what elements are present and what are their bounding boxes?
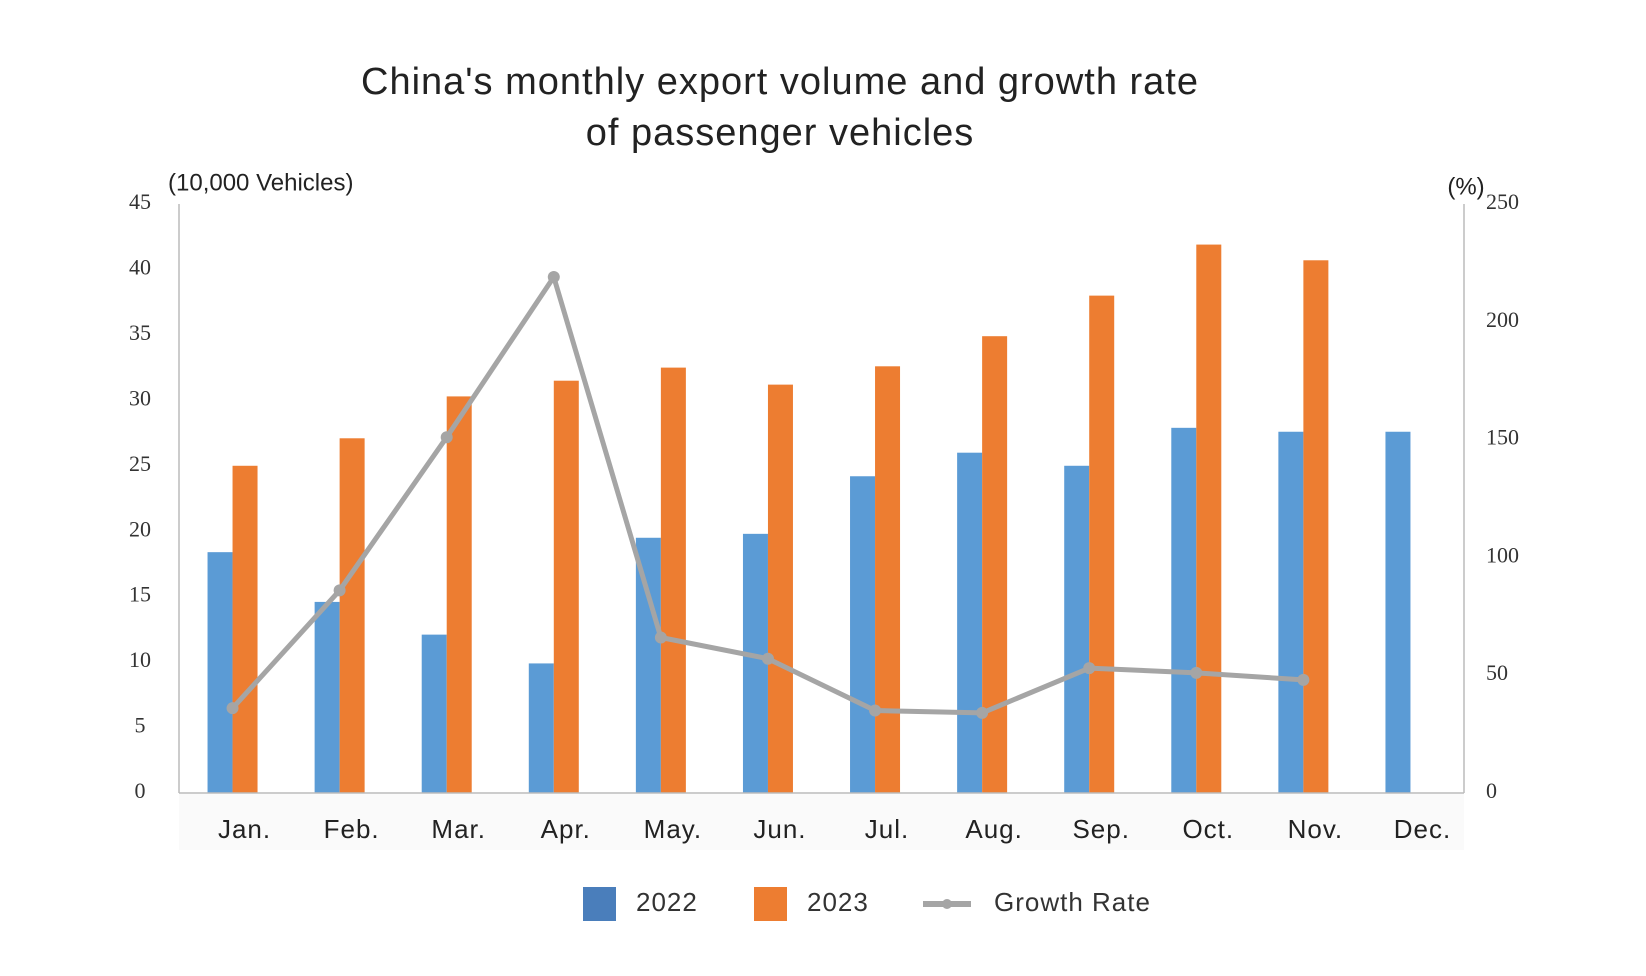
line-marker xyxy=(440,431,453,444)
line-marker xyxy=(1297,673,1310,686)
x-label-band xyxy=(179,794,1464,850)
line-marker xyxy=(333,584,346,597)
chart-title: China's monthly export volume and growth… xyxy=(361,61,1199,103)
legend-label: Growth Rate xyxy=(994,887,1151,917)
bar xyxy=(1385,431,1411,793)
bar xyxy=(875,366,901,793)
y-axis-label: (10,000 Vehicles) xyxy=(168,169,353,196)
y-tick-label: 15 xyxy=(129,582,151,607)
bar xyxy=(1196,244,1222,793)
x-tick-label: Jan. xyxy=(218,814,271,844)
bar xyxy=(314,601,340,793)
bar xyxy=(1171,427,1197,793)
bar xyxy=(446,396,472,793)
bar xyxy=(207,552,233,793)
bar xyxy=(850,476,876,793)
bar xyxy=(1303,260,1329,793)
legend-swatch xyxy=(754,887,787,921)
x-tick-label: May. xyxy=(644,814,702,844)
legend-label: 2023 xyxy=(807,887,869,917)
y-tick-label: 45 xyxy=(129,189,151,214)
x-tick-label: Oct. xyxy=(1182,814,1234,844)
line-marker xyxy=(976,706,989,719)
y-tick-label: 20 xyxy=(129,516,151,541)
line-marker xyxy=(1083,662,1096,675)
bar xyxy=(957,452,983,793)
line-marker xyxy=(654,631,667,644)
bar xyxy=(1064,465,1090,793)
x-tick-label: Jul. xyxy=(865,814,909,844)
bar xyxy=(1278,431,1304,793)
x-tick-label: Jun. xyxy=(753,814,806,844)
bar xyxy=(528,663,554,793)
y-tick-label: 25 xyxy=(129,451,151,476)
y2-tick-label: 250 xyxy=(1486,189,1519,214)
x-tick-label: Aug. xyxy=(965,814,1023,844)
y-tick-label: 5 xyxy=(135,713,146,738)
bar xyxy=(742,533,768,793)
x-tick-label: Mar. xyxy=(431,814,486,844)
x-tick-label: Nov. xyxy=(1288,814,1344,844)
y2-tick-label: 200 xyxy=(1486,307,1519,332)
y-tick-label: 10 xyxy=(129,647,151,672)
legend-marker xyxy=(942,899,952,909)
y2-tick-label: 50 xyxy=(1486,660,1508,685)
y-tick-label: 40 xyxy=(129,254,151,279)
line-marker xyxy=(1190,666,1203,679)
chart-title: of passenger vehicles xyxy=(586,112,975,154)
y2-tick-label: 100 xyxy=(1486,542,1519,567)
y-tick-label: 35 xyxy=(129,320,151,345)
x-tick-label: Dec. xyxy=(1394,814,1451,844)
legend-label: 2022 xyxy=(636,887,698,917)
bar xyxy=(660,367,686,793)
line-marker xyxy=(869,704,882,717)
bar xyxy=(421,634,447,793)
bar xyxy=(767,384,793,793)
bar xyxy=(339,438,365,793)
x-tick-label: Feb. xyxy=(324,814,380,844)
legend-swatch xyxy=(583,887,616,921)
y2-tick-label: 150 xyxy=(1486,425,1519,450)
line-marker xyxy=(761,652,774,665)
y2-axis-label: (%) xyxy=(1447,173,1484,200)
bar xyxy=(982,336,1008,793)
bar xyxy=(635,537,661,793)
y-tick-label: 30 xyxy=(129,385,151,410)
line-marker xyxy=(547,271,560,284)
y-tick-label: 0 xyxy=(135,778,146,803)
bar xyxy=(232,465,258,793)
y2-tick-label: 0 xyxy=(1486,778,1497,803)
bar xyxy=(1089,295,1115,793)
line-marker xyxy=(226,702,239,715)
x-tick-label: Sep. xyxy=(1072,814,1130,844)
bar xyxy=(553,380,579,793)
x-tick-label: Apr. xyxy=(541,814,591,844)
